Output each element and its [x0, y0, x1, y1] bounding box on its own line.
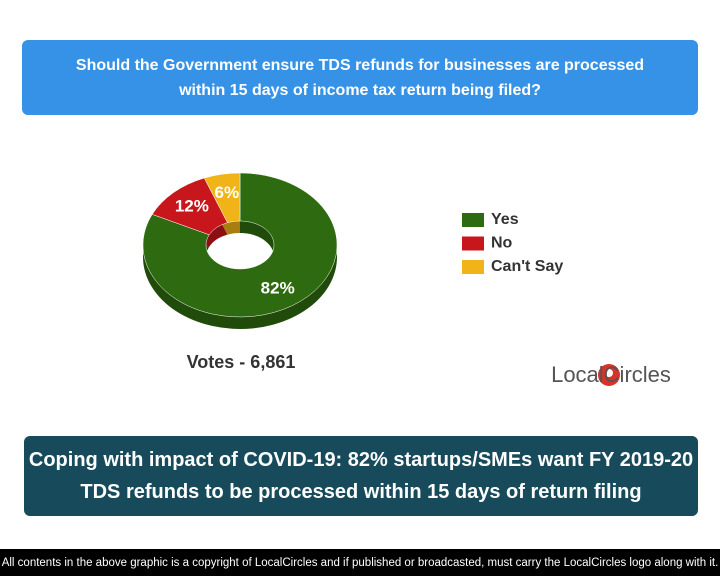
legend-swatch	[462, 213, 484, 227]
footer: All contents in the above graphic is a c…	[0, 549, 720, 576]
slice	[203, 172, 241, 223]
legend-label: Can't Say	[491, 258, 563, 275]
legend-swatch	[462, 236, 484, 251]
value-label: 12%	[175, 196, 209, 215]
logo-pin-hole	[605, 369, 613, 377]
legend-label: Yes	[491, 211, 519, 228]
slice	[142, 172, 338, 318]
legend-label: No	[491, 235, 513, 252]
question-banner: Should the Government ensure TDS refunds…	[22, 40, 698, 115]
headline-banner: Coping with impact of COVID-19: 82% star…	[24, 436, 698, 516]
value-label: 6%	[215, 183, 240, 202]
votes-annotation: Votes - 6,861	[187, 352, 296, 372]
legend-swatch	[462, 260, 484, 274]
logo: LocalCircles	[551, 362, 671, 387]
value-label: 82%	[261, 279, 295, 298]
